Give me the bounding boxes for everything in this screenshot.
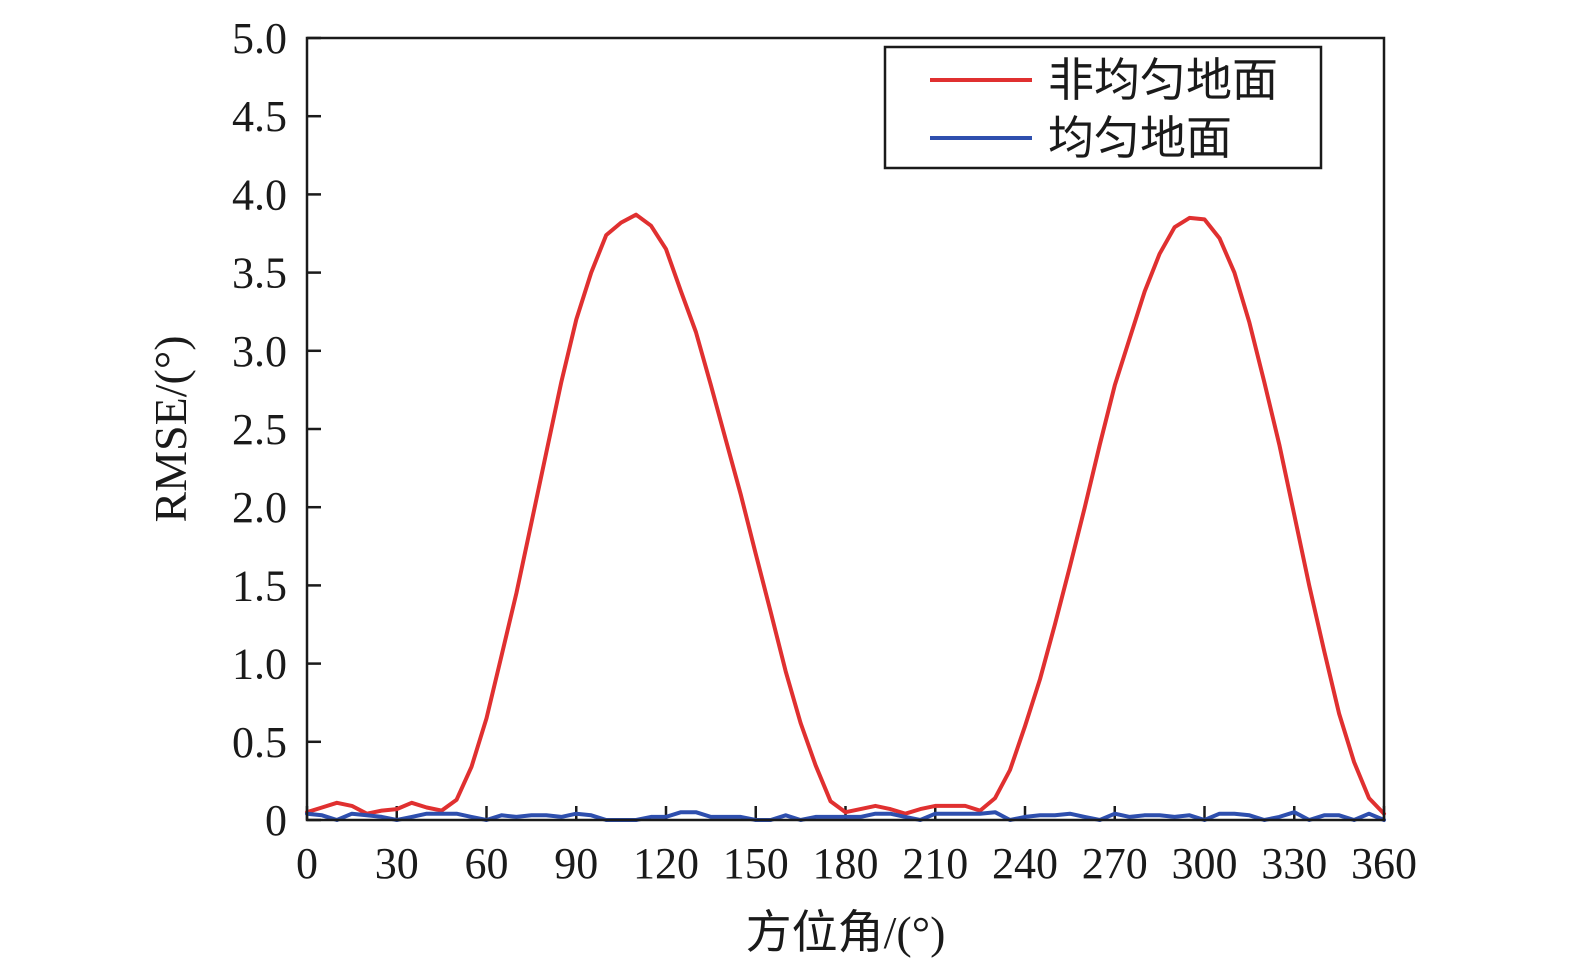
x-tick-label: 0	[296, 839, 318, 888]
y-tick-label: 1.5	[232, 561, 287, 610]
x-axis-title: 方位角/(°)	[746, 907, 946, 958]
y-tick-label: 4.0	[232, 170, 287, 219]
x-axis-ticks: 0 30 60 90 120 150 180 210 240 270 300 330 360	[296, 806, 1417, 888]
x-tick-label: 60	[465, 839, 509, 888]
x-tick-label: 180	[813, 839, 879, 888]
y-tick-label: 1.0	[232, 640, 287, 689]
y-tick-label: 3.5	[232, 249, 287, 298]
y-tick-label: 2.5	[232, 405, 287, 454]
legend-label-uniform: 均匀地面	[1048, 113, 1232, 164]
plot-frame	[305, 36, 1386, 822]
y-axis-ticks: 0 0.5 1.0 1.5 2.0 2.5 3.0 3.5 4.0 4.5 5.0	[232, 14, 321, 845]
legend-label-nonuniform: 非均匀地面	[1048, 55, 1278, 106]
x-tick-label: 90	[554, 839, 598, 888]
x-tick-label: 270	[1082, 839, 1148, 888]
y-tick-label: 0	[265, 796, 287, 845]
x-tick-label: 120	[633, 839, 699, 888]
y-tick-label: 0.5	[232, 718, 287, 767]
x-tick-label: 360	[1351, 839, 1417, 888]
y-tick-label: 4.5	[232, 92, 287, 141]
x-tick-label: 150	[723, 839, 789, 888]
series-line-nonuniform	[305, 212, 1386, 816]
legend: 非均匀地面 均匀地面	[883, 45, 1323, 170]
x-tick-label: 210	[902, 839, 968, 888]
x-tick-label: 330	[1261, 839, 1327, 888]
legend-box	[883, 45, 1323, 170]
series-layer	[305, 212, 1386, 822]
y-tick-label: 2.0	[232, 483, 287, 532]
y-tick-label: 3.0	[232, 327, 287, 376]
x-tick-label: 30	[375, 839, 419, 888]
y-axis-title: RMSE/(°)	[145, 335, 196, 522]
x-tick-label: 300	[1172, 839, 1238, 888]
x-tick-label: 240	[992, 839, 1058, 888]
y-tick-label: 5.0	[232, 14, 287, 63]
